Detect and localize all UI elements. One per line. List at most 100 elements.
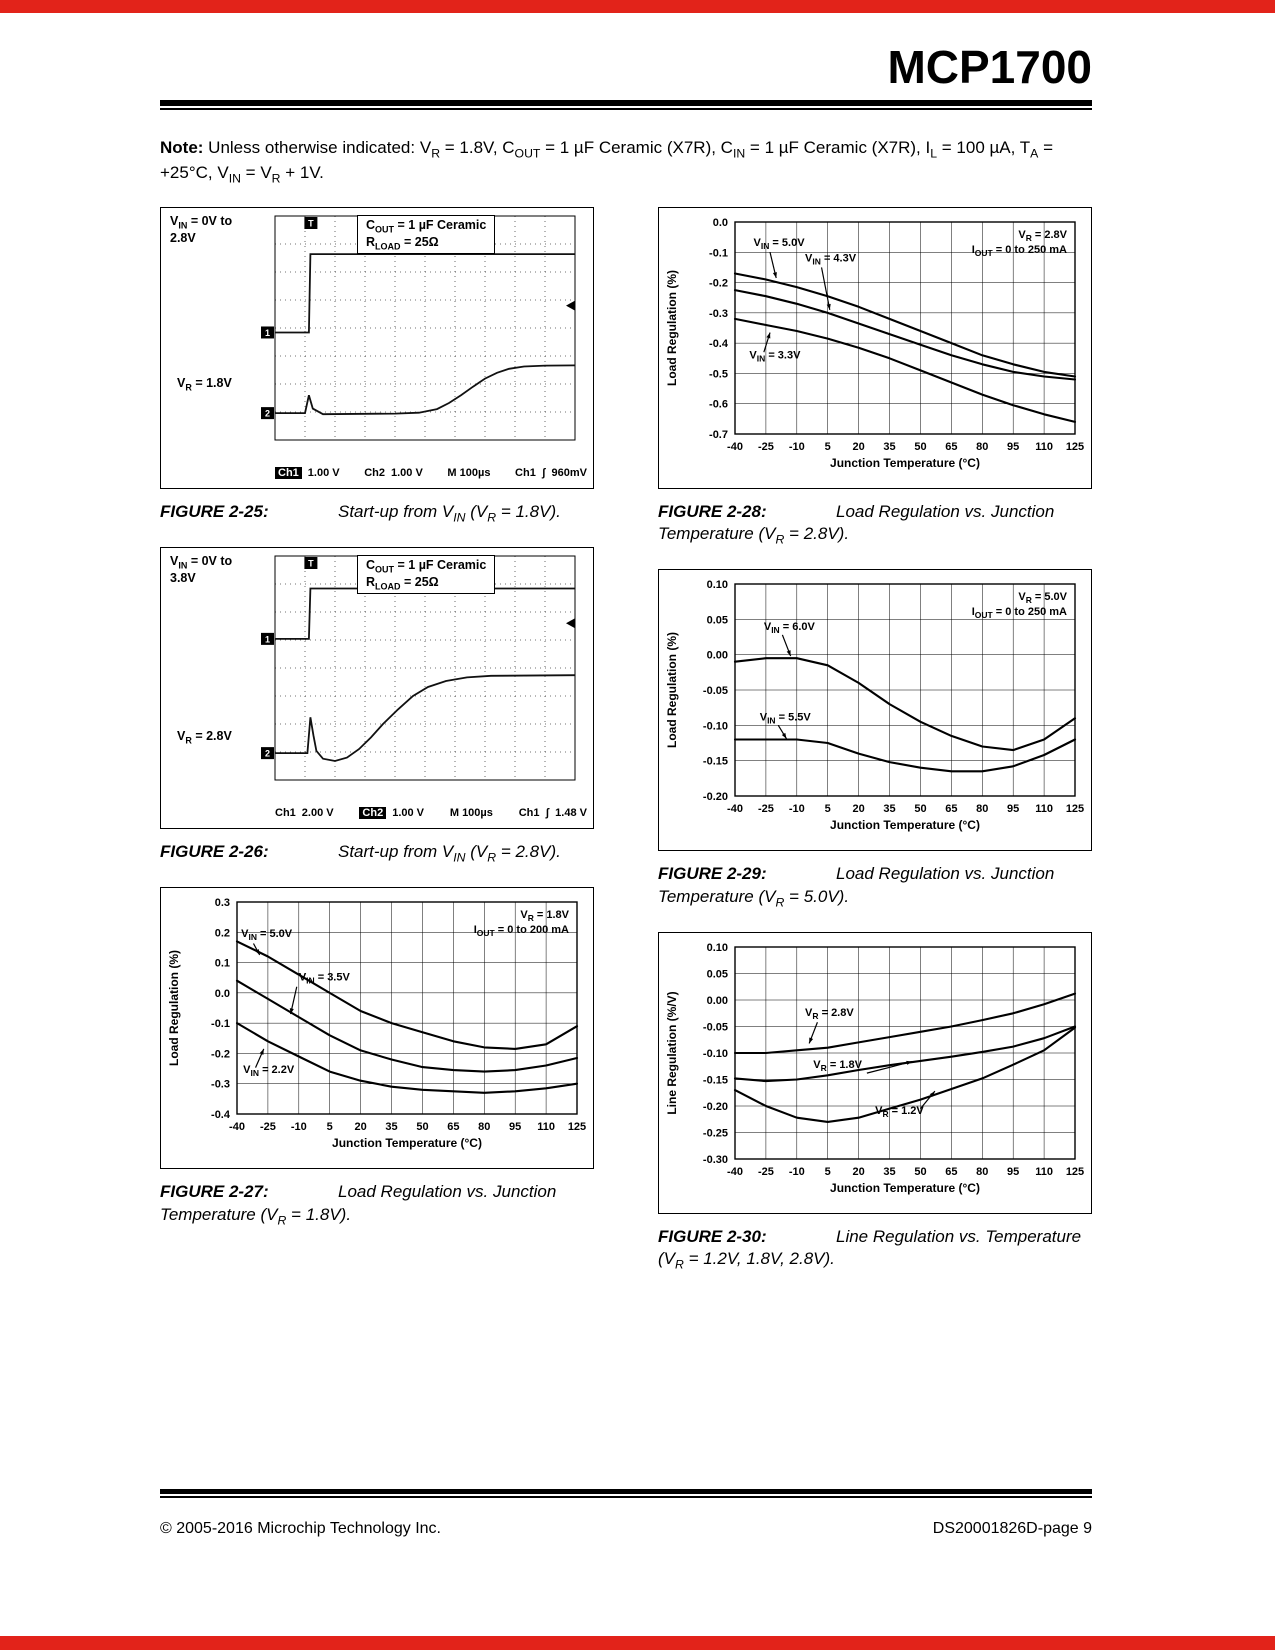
oscilloscope-display: 1 2 T [261,215,576,441]
svg-text:-25: -25 [758,803,774,815]
svg-text:VR = 1.8V: VR = 1.8V [520,909,569,923]
series-curve [733,738,1077,773]
series-curve [235,980,579,1074]
figure-caption-text: Load Regulation vs. Junction Temperature… [658,502,1055,547]
svg-text:-25: -25 [260,1121,276,1133]
note-label: Note: [160,138,204,157]
ch2-trace [275,674,576,763]
svg-text:95: 95 [1007,803,1019,815]
svg-text:50: 50 [914,803,926,815]
svg-text:-0.4: -0.4 [211,1109,231,1121]
svg-text:-0.30: -0.30 [703,1154,728,1166]
figure-label: FIGURE 2-30: [658,1226,767,1246]
svg-text:-0.7: -0.7 [709,429,728,441]
svg-text:35: 35 [883,803,895,815]
svg-text:VIN = 3.5V: VIN = 3.5V [299,972,351,986]
xy-chart: -40 -25 -10 5 20 35 50 65 80 95 110 125 -0.4 -0.3 -0.2… [167,897,586,1150]
right-column: -40 -25 -10 5 20 35 50 65 80 95 110 125 -0.7 -0.6 -0.5… [658,207,1092,1294]
svg-text:5: 5 [825,803,831,815]
page-footer: © 2005-2016 Microchip Technology Inc. DS… [160,1489,1092,1538]
svg-text:VR = 2.8V: VR = 2.8V [805,1007,854,1021]
figure-caption-text: Start-up from VIN (VR = 2.8V). [338,842,561,865]
svg-text:Junction Temperature (°C): Junction Temperature (°C) [332,1136,482,1150]
ch1-trace [275,253,575,334]
svg-text:VR = 5.0V: VR = 5.0V [1018,591,1067,605]
svg-text:110: 110 [1035,803,1053,815]
left-column: 1 2 T VIN = 0V to 2.8V COUT = 1 µF Ceramic RLO… [160,207,594,1294]
figure-caption: FIGURE 2-27: Load Regulation vs. Junction… [160,1181,594,1226]
figure-caption: FIGURE 2-26: Start-up from VIN (VR = 2.8V… [160,841,594,865]
svg-text:VR = 1.2V: VR = 1.2V [875,1105,924,1119]
series-curve [235,1022,579,1095]
figure-2-28: -40 -25 -10 5 20 35 50 65 80 95 110 125 -0.7 -0.6 -0.5… [658,207,1092,547]
svg-text:VIN = 5.0V: VIN = 5.0V [241,928,293,942]
svg-text:65: 65 [945,441,957,453]
page-bottom-accent-bar [0,1636,1275,1650]
ch2-trace [275,364,576,416]
footer-copyright: © 2005-2016 Microchip Technology Inc. [160,1520,441,1537]
svg-text:80: 80 [976,441,988,453]
svg-text:20: 20 [853,803,865,815]
test-conditions-label: COUT = 1 µF Ceramic RLOAD = 25Ω [357,215,496,255]
svg-text:20: 20 [355,1121,367,1133]
test-conditions-label: COUT = 1 µF Ceramic RLOAD = 25Ω [357,555,496,595]
svg-text:0.3: 0.3 [215,897,230,909]
svg-text:Line Regulation (%/V): Line Regulation (%/V) [665,991,679,1114]
svg-text:T: T [308,559,314,569]
xy-chart: -40 -25 -10 5 20 35 50 65 80 95 110 125 -0.20 -0.15 -0… [665,579,1084,832]
figure-caption-text: Load Regulation vs. Junction Temperature… [658,864,1055,909]
svg-text:IOUT = 0 to 200 mA: IOUT = 0 to 200 mA [474,924,569,938]
svg-text:Junction Temperature (°C): Junction Temperature (°C) [830,1181,980,1195]
chart-figure-2-29: -40 -25 -10 5 20 35 50 65 80 95 110 125 -0.20 -0.15 -0… [658,569,1092,852]
svg-text:125: 125 [1066,441,1084,453]
svg-text:Junction Temperature (°C): Junction Temperature (°C) [830,818,980,832]
svg-text:65: 65 [945,803,957,815]
svg-text:-40: -40 [229,1121,245,1133]
chart-figure-2-27: -40 -25 -10 5 20 35 50 65 80 95 110 125 -0.4 -0.3 -0.2… [160,887,594,1170]
svg-text:-0.15: -0.15 [703,1074,728,1086]
svg-text:1: 1 [265,328,270,338]
figure-caption-text: Line Regulation vs. Temperature (VR = 1.… [658,1226,1082,1272]
svg-text:110: 110 [1035,1166,1053,1178]
vr-output-label: VR = 1.8V [177,376,232,393]
svg-text:50: 50 [914,1166,926,1178]
svg-text:-0.05: -0.05 [703,685,728,697]
svg-text:VIN = 3.3V: VIN = 3.3V [749,350,801,364]
figures-grid: 1 2 T VIN = 0V to 2.8V COUT = 1 µF Ceramic RLO… [160,207,1092,1294]
svg-text:35: 35 [385,1121,397,1133]
svg-text:-25: -25 [758,441,774,453]
svg-text:125: 125 [1066,803,1084,815]
series-curve [733,992,1077,1054]
svg-text:-0.4: -0.4 [709,338,729,350]
series-curve [733,289,1077,381]
figure-label: FIGURE 2-26: [160,842,269,862]
svg-text:110: 110 [537,1121,555,1133]
svg-text:20: 20 [853,441,865,453]
svg-text:-40: -40 [727,803,743,815]
svg-text:35: 35 [883,1166,895,1178]
svg-text:-0.25: -0.25 [703,1127,728,1139]
scope-figure-2-25: 1 2 T VIN = 0V to 2.8V COUT = 1 µF Ceramic RLO… [160,207,594,490]
chart-figure-2-30: -40 -25 -10 5 20 35 50 65 80 95 110 125 -0.30 -0.25 -0… [658,931,1092,1214]
figure-2-29: -40 -25 -10 5 20 35 50 65 80 95 110 125 -0.20 -0.15 -0… [658,569,1092,909]
svg-text:Junction Temperature (°C): Junction Temperature (°C) [830,456,980,470]
footer-docnum: DS20001826D-page 9 [932,1520,1092,1537]
svg-text:VIN = 2.2V: VIN = 2.2V [243,1065,295,1079]
svg-text:95: 95 [1007,441,1019,453]
svg-text:0.1: 0.1 [215,958,230,970]
svg-text:Load Regulation (%): Load Regulation (%) [665,270,679,386]
page-top-accent-bar [0,0,1275,13]
series-curve [733,272,1077,378]
xy-chart: -40 -25 -10 5 20 35 50 65 80 95 110 125 -0.7 -0.6 -0.5… [665,217,1084,470]
svg-text:-0.6: -0.6 [709,399,728,411]
svg-text:VIN = 5.5V: VIN = 5.5V [760,712,812,726]
figure-2-26: 1 2 T VIN = 0V to 3.8V COUT = 1 µF Ceramic RLO… [160,547,594,865]
svg-text:110: 110 [1035,441,1053,453]
svg-text:95: 95 [1007,1166,1019,1178]
svg-text:-0.20: -0.20 [703,791,728,803]
svg-text:VIN = 6.0V: VIN = 6.0V [764,621,816,635]
figure-label: FIGURE 2-29: [658,864,767,884]
svg-text:-0.3: -0.3 [211,1079,230,1091]
